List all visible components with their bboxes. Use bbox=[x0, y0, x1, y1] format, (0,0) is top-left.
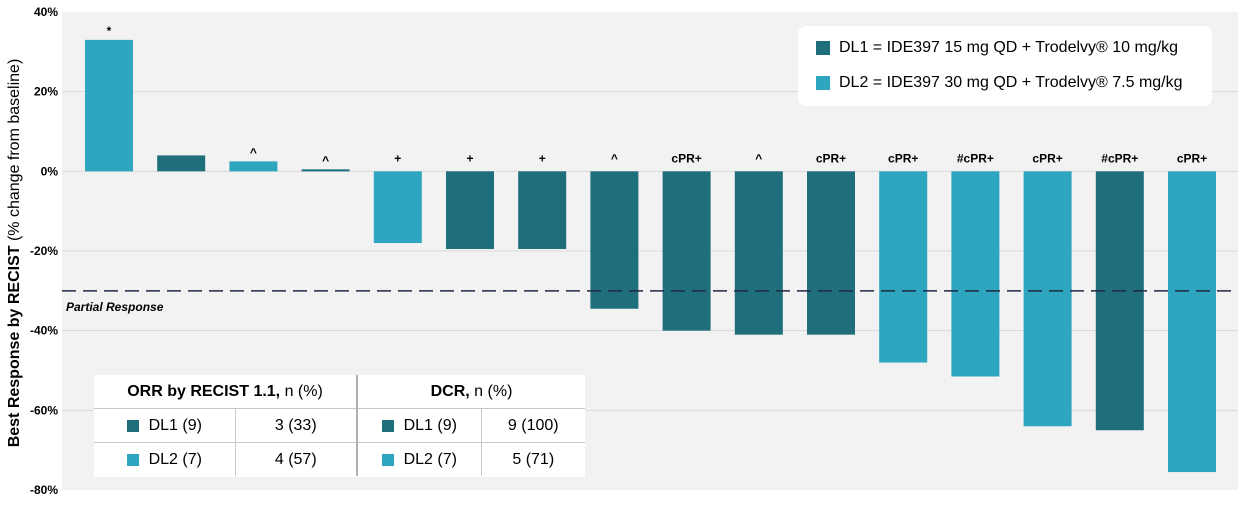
bar-annotation-6: + bbox=[466, 151, 473, 165]
bar-4 bbox=[301, 169, 350, 172]
dcr-dl2-value: 5 (71) bbox=[480, 442, 585, 476]
partial-response-label: Partial Response bbox=[66, 300, 164, 314]
legend-label-dl2: DL2 = IDE397 30 mg QD + Trodelvy® 7.5 mg… bbox=[839, 74, 1183, 91]
bar-2 bbox=[157, 155, 206, 172]
bar-3 bbox=[229, 161, 278, 172]
summary-header-row: ORR by RECIST 1.1, n (%) DCR, n (%) bbox=[94, 375, 585, 409]
y-tick-label: 0% bbox=[41, 164, 59, 178]
swatch-dl1 bbox=[381, 419, 394, 432]
bar-7 bbox=[518, 171, 567, 250]
bar-16 bbox=[1168, 171, 1216, 473]
legend-label-dl1: DL1 = IDE397 15 mg QD + Trodelvy® 10 mg/… bbox=[839, 39, 1179, 56]
summary-row-dl1: DL1 (9) 3 (33) DL1 (9) 9 (100) bbox=[94, 408, 585, 443]
dcr-dl2-label: DL2 (7) bbox=[403, 450, 457, 468]
dcr-dl1-label-cell: DL1 (9) bbox=[356, 408, 482, 443]
orr-dl1-value: 3 (33) bbox=[234, 408, 358, 443]
y-axis-label-bold: Best Response by RECIST bbox=[6, 245, 23, 447]
dcr-dl1-label: DL1 (9) bbox=[403, 416, 457, 434]
legend-item-dl1: DL1 = IDE397 15 mg QD + Trodelvy® 10 mg/… bbox=[816, 39, 1178, 57]
y-tick-label: 40% bbox=[34, 5, 58, 19]
y-tick-label: -80% bbox=[30, 483, 58, 497]
bar-11 bbox=[807, 171, 855, 335]
swatch-dl2 bbox=[126, 453, 139, 466]
orr-header: ORR by RECIST 1.1, n (%) bbox=[94, 375, 358, 409]
dcr-header-rest: n (%) bbox=[469, 382, 513, 400]
bar-annotation-13: #cPR+ bbox=[957, 151, 994, 165]
orr-dl2-value: 4 (57) bbox=[234, 442, 358, 476]
legend-item-dl2: DL2 = IDE397 30 mg QD + Trodelvy® 7.5 mg… bbox=[816, 74, 1183, 92]
bar-1 bbox=[85, 39, 133, 172]
bar-12 bbox=[879, 171, 928, 363]
bar-annotation-1: * bbox=[107, 24, 112, 38]
bar-annotation-14: cPR+ bbox=[1032, 151, 1062, 165]
bar-annotations: * ^ ^ + + + ^ cPR+ ^ cPR+ cPR+ #cPR+ cPR+ #cPR+ cPR+ bbox=[107, 24, 1208, 167]
response-summary-table: ORR by RECIST 1.1, n (%) DCR, n (%) DL1 … bbox=[94, 375, 585, 477]
orr-dl2-label-cell: DL2 (7) bbox=[94, 442, 236, 476]
bar-13 bbox=[951, 171, 1000, 377]
bar-annotation-7: + bbox=[539, 151, 546, 165]
bars bbox=[85, 39, 1216, 473]
dcr-header-bold: DCR, bbox=[430, 382, 470, 400]
orr-dl1-label: DL1 (9) bbox=[148, 416, 202, 434]
bar-annotation-16: cPR+ bbox=[1177, 151, 1207, 165]
y-tick-label: 20% bbox=[34, 85, 58, 99]
y-axis-label-rest: (% change from baseline) bbox=[6, 59, 23, 246]
bar-annotation-12: cPR+ bbox=[888, 151, 918, 165]
bar-annotation-4: ^ bbox=[322, 153, 329, 167]
orr-header-rest: n (%) bbox=[280, 382, 323, 400]
y-tick-label: -60% bbox=[30, 403, 58, 417]
orr-header-bold: ORR by RECIST 1.1, bbox=[127, 382, 281, 400]
bar-14 bbox=[1023, 171, 1072, 427]
y-axis-label: Best Response by RECIST (% change from b… bbox=[6, 59, 23, 448]
bar-annotation-5: + bbox=[394, 151, 401, 165]
orr-dl2-label: DL2 (7) bbox=[148, 450, 202, 468]
bar-annotation-8: ^ bbox=[611, 151, 618, 165]
y-axis-ticks: 40% 20% 0% -20% -40% -60% -80% bbox=[30, 5, 58, 497]
bar-15 bbox=[1095, 171, 1144, 431]
bar-6 bbox=[446, 171, 494, 250]
legend-swatch-dl2 bbox=[816, 76, 830, 90]
dcr-dl1-value: 9 (100) bbox=[480, 408, 585, 443]
legend: DL1 = IDE397 15 mg QD + Trodelvy® 10 mg/… bbox=[798, 26, 1212, 106]
bar-5 bbox=[373, 171, 422, 244]
swatch-dl2 bbox=[381, 453, 394, 466]
bar-annotation-3: ^ bbox=[250, 145, 257, 159]
bar-9 bbox=[662, 171, 711, 331]
dcr-header: DCR, n (%) bbox=[356, 375, 585, 409]
y-tick-label: -40% bbox=[30, 324, 58, 338]
bar-annotation-10: ^ bbox=[755, 151, 762, 165]
swatch-dl1 bbox=[126, 419, 139, 432]
y-tick-label: -20% bbox=[30, 244, 58, 258]
bar-8 bbox=[590, 171, 639, 309]
summary-row-dl2: DL2 (7) 4 (57) DL2 (7) 5 (71) bbox=[94, 442, 585, 476]
bar-10 bbox=[734, 171, 783, 335]
orr-dl1-label-cell: DL1 (9) bbox=[94, 408, 236, 443]
bar-annotation-9: cPR+ bbox=[671, 151, 701, 165]
bar-annotation-15: #cPR+ bbox=[1101, 151, 1138, 165]
bar-annotation-11: cPR+ bbox=[816, 151, 846, 165]
dcr-dl2-label-cell: DL2 (7) bbox=[356, 442, 482, 476]
legend-swatch-dl1 bbox=[816, 41, 830, 55]
